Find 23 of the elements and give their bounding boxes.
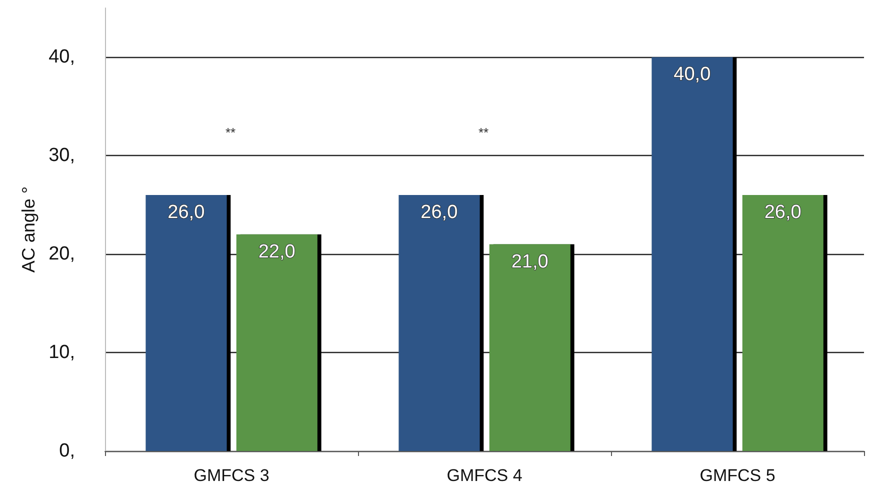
data-label: 22,0 <box>258 241 296 262</box>
annotation: ** <box>478 125 489 140</box>
bar <box>236 234 318 451</box>
x-tick-label: GMFCS 4 <box>446 466 522 485</box>
annotation: ** <box>226 125 236 140</box>
y-tick-label: 20, <box>48 244 75 265</box>
bar <box>398 195 480 451</box>
data-label: 26,0 <box>168 202 205 224</box>
x-tick-label: GMFCS 3 <box>194 466 270 485</box>
data-label: 40,0 <box>674 64 711 86</box>
data-label: 21,0 <box>511 251 548 272</box>
y-axis-title: AC angle ° <box>18 186 39 273</box>
x-tick-label: GMFCS 5 <box>700 466 776 485</box>
data-label: 26,0 <box>764 202 802 224</box>
data-label: 26,0 <box>420 202 458 224</box>
bar <box>742 195 824 451</box>
bar <box>652 57 733 451</box>
y-tick-label: 40, <box>48 46 75 68</box>
y-tick-label: 0, <box>59 440 75 462</box>
bar <box>146 195 227 451</box>
y-tick-label: 30, <box>48 145 75 166</box>
y-tick-label: 10, <box>48 342 75 364</box>
bar <box>489 244 570 451</box>
